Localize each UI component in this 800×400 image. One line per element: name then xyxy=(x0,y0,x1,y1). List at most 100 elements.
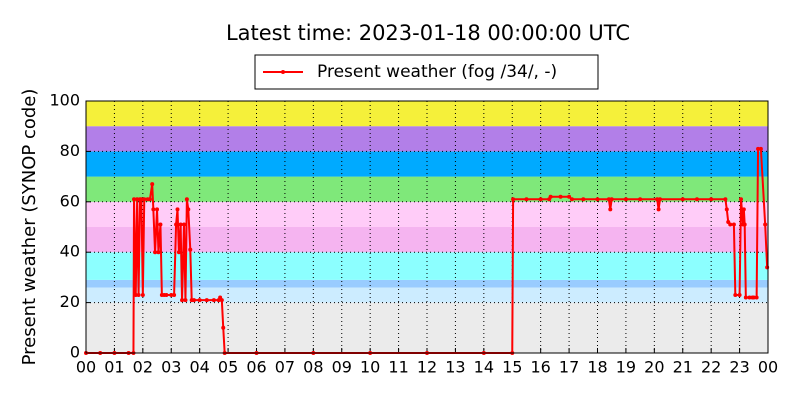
series-marker xyxy=(136,293,141,298)
series-marker xyxy=(655,197,660,202)
y-axis-label: Present weather (SYNOP code) xyxy=(19,89,40,366)
series-marker xyxy=(175,207,180,212)
series-marker xyxy=(524,197,529,202)
x-tick-label: 17 xyxy=(559,358,579,377)
series-marker xyxy=(139,197,144,202)
plot-frame xyxy=(85,100,769,354)
legend: Present weather (fog /34/, -) xyxy=(254,54,599,90)
series-marker xyxy=(731,222,736,227)
series-marker xyxy=(184,197,189,202)
x-tick-label: 04 xyxy=(189,358,209,377)
series-marker xyxy=(156,250,161,255)
series-marker xyxy=(723,197,728,202)
x-tick-label: 20 xyxy=(644,358,664,377)
series-marker xyxy=(211,298,216,303)
series-marker xyxy=(569,197,574,202)
x-tick-label: 16 xyxy=(530,358,550,377)
series-marker xyxy=(548,194,553,199)
series-marker xyxy=(174,222,179,227)
series-marker xyxy=(747,295,752,300)
series-marker xyxy=(147,197,152,202)
series-marker xyxy=(558,194,563,199)
weather-band xyxy=(86,151,768,177)
x-tick-label: 11 xyxy=(388,358,408,377)
series-marker xyxy=(758,146,763,151)
x-tick-label: 10 xyxy=(360,358,380,377)
series-marker xyxy=(176,250,181,255)
series-marker xyxy=(155,207,160,212)
series-marker xyxy=(142,197,147,202)
chart-title: Latest time: 2023-01-18 00:00:00 UTC xyxy=(226,21,630,45)
series-marker xyxy=(608,207,613,212)
series-marker xyxy=(172,293,177,298)
series-marker xyxy=(709,197,714,202)
x-tick-label: 22 xyxy=(701,358,721,377)
legend-box xyxy=(254,54,599,90)
series-marker xyxy=(180,298,185,303)
plot xyxy=(84,146,770,355)
weather-band xyxy=(86,287,768,303)
y-tick-label: 0 xyxy=(70,343,80,362)
y-tick-label: 100 xyxy=(49,91,80,110)
series-marker xyxy=(581,197,586,202)
series-marker xyxy=(153,250,158,255)
series-marker xyxy=(567,194,572,199)
x-tick-label: 18 xyxy=(587,358,607,377)
series-marker xyxy=(178,222,183,227)
series-marker xyxy=(606,197,611,202)
series-marker xyxy=(694,197,699,202)
y-tick-label: 20 xyxy=(60,292,80,311)
x-tick-label: 05 xyxy=(218,358,238,377)
y-tick-label: 60 xyxy=(60,191,80,210)
x-tick-label: 03 xyxy=(161,358,181,377)
x-tick-label: 06 xyxy=(246,358,266,377)
x-tick-label: 00 xyxy=(758,358,778,377)
x-tick-label: 07 xyxy=(275,358,295,377)
x-tick-label: 00 xyxy=(76,358,96,377)
series-marker xyxy=(733,293,738,298)
series-marker xyxy=(724,207,729,212)
series-marker xyxy=(680,197,685,202)
series-marker xyxy=(511,197,516,202)
series-marker xyxy=(164,293,169,298)
x-tick-label: 09 xyxy=(332,358,352,377)
series-marker xyxy=(656,207,661,212)
series-marker xyxy=(221,325,226,330)
series-marker xyxy=(132,197,137,202)
x-tick-label: 13 xyxy=(445,358,465,377)
weather-band xyxy=(86,227,768,253)
series-marker xyxy=(133,293,138,298)
series-marker xyxy=(638,197,643,202)
series-marker xyxy=(150,182,155,187)
series-marker xyxy=(197,298,202,303)
series-marker xyxy=(188,247,193,252)
y-tick-label: 80 xyxy=(60,141,80,160)
series-marker xyxy=(751,295,756,300)
series-marker xyxy=(739,197,744,202)
series-marker xyxy=(728,222,733,227)
series-marker xyxy=(140,293,145,298)
series-marker xyxy=(183,298,188,303)
legend-label: Present weather (fog /34/, -) xyxy=(317,62,557,82)
weather-band xyxy=(86,279,768,288)
series-marker xyxy=(741,207,746,212)
series-marker xyxy=(658,197,663,202)
series-marker xyxy=(158,222,163,227)
series-marker xyxy=(763,222,768,227)
x-tick-label: 12 xyxy=(417,358,437,377)
x-tick-label: 02 xyxy=(133,358,153,377)
series-marker xyxy=(737,293,742,298)
series-marker xyxy=(756,146,761,151)
series-marker xyxy=(623,197,628,202)
x-tick-label: 14 xyxy=(474,358,494,377)
weather-band xyxy=(86,252,768,280)
weather-band xyxy=(86,126,768,152)
series-marker xyxy=(538,197,543,202)
series-marker xyxy=(765,265,770,270)
series-marker xyxy=(169,293,174,298)
series-marker xyxy=(754,295,759,300)
x-tick-label: 19 xyxy=(616,358,636,377)
series-marker xyxy=(595,197,600,202)
x-tick-label: 01 xyxy=(104,358,124,377)
series-marker xyxy=(182,222,187,227)
